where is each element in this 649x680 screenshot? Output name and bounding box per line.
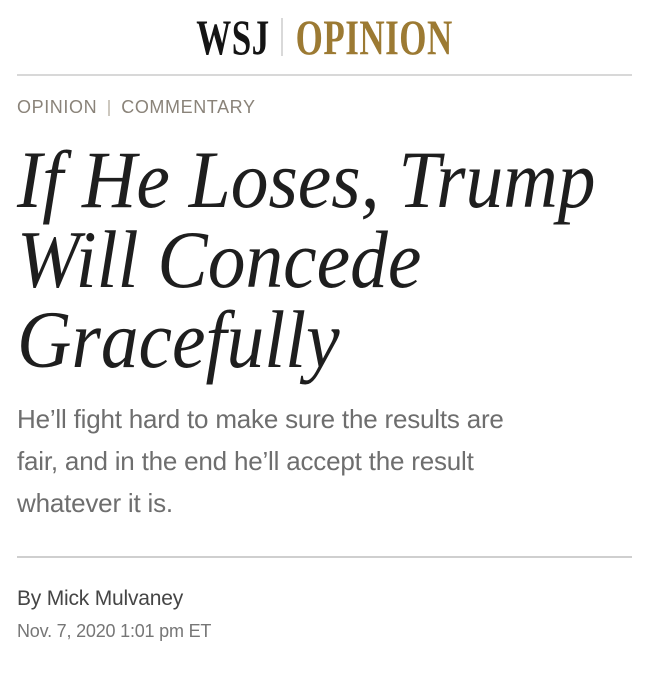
headline-line-text: If He Loses, Trump: [17, 134, 596, 225]
byline-author-link[interactable]: By Mick Mulvaney: [17, 587, 184, 610]
masthead: WSJ OPINION: [17, 0, 632, 74]
headline-line-text: Gracefully: [17, 294, 340, 385]
publish-timestamp: Nov. 7, 2020 1:01 pm ET: [17, 621, 212, 641]
breadcrumb-section-link[interactable]: OPINION: [17, 97, 98, 117]
headline-line: Gracefully: [17, 294, 632, 385]
masthead-divider: [17, 74, 632, 76]
breadcrumb-subsection-link[interactable]: COMMENTARY: [121, 97, 256, 117]
headline-line: If He Loses, Trump: [17, 134, 632, 225]
logo-divider: [280, 18, 283, 56]
dek-line: whatever it is.: [17, 488, 173, 518]
dek-line: He’ll fight hard to make sure the result…: [17, 404, 504, 434]
breadcrumb: OPINION COMMENTARY: [17, 97, 632, 118]
byline-divider: [17, 556, 632, 558]
wsj-opinion-logo[interactable]: WSJ OPINION: [196, 12, 453, 62]
breadcrumb-separator: [108, 99, 111, 116]
article-page: WSJ OPINION OPINION COMMENTARY If He Los…: [17, 0, 632, 641]
opinion-logo-text: OPINION: [295, 9, 453, 65]
headline-line-text: Will Concede: [17, 214, 422, 305]
article-dek: He’ll fight hard to make sure the result…: [17, 398, 632, 524]
headline-line: Will Concede: [17, 214, 632, 305]
wsj-logo-text: WSJ: [196, 9, 270, 65]
dek-line: fair, and in the end he’ll accept the re…: [17, 446, 474, 476]
article-headline: If He Loses, Trump Will Concede Graceful…: [17, 134, 632, 385]
